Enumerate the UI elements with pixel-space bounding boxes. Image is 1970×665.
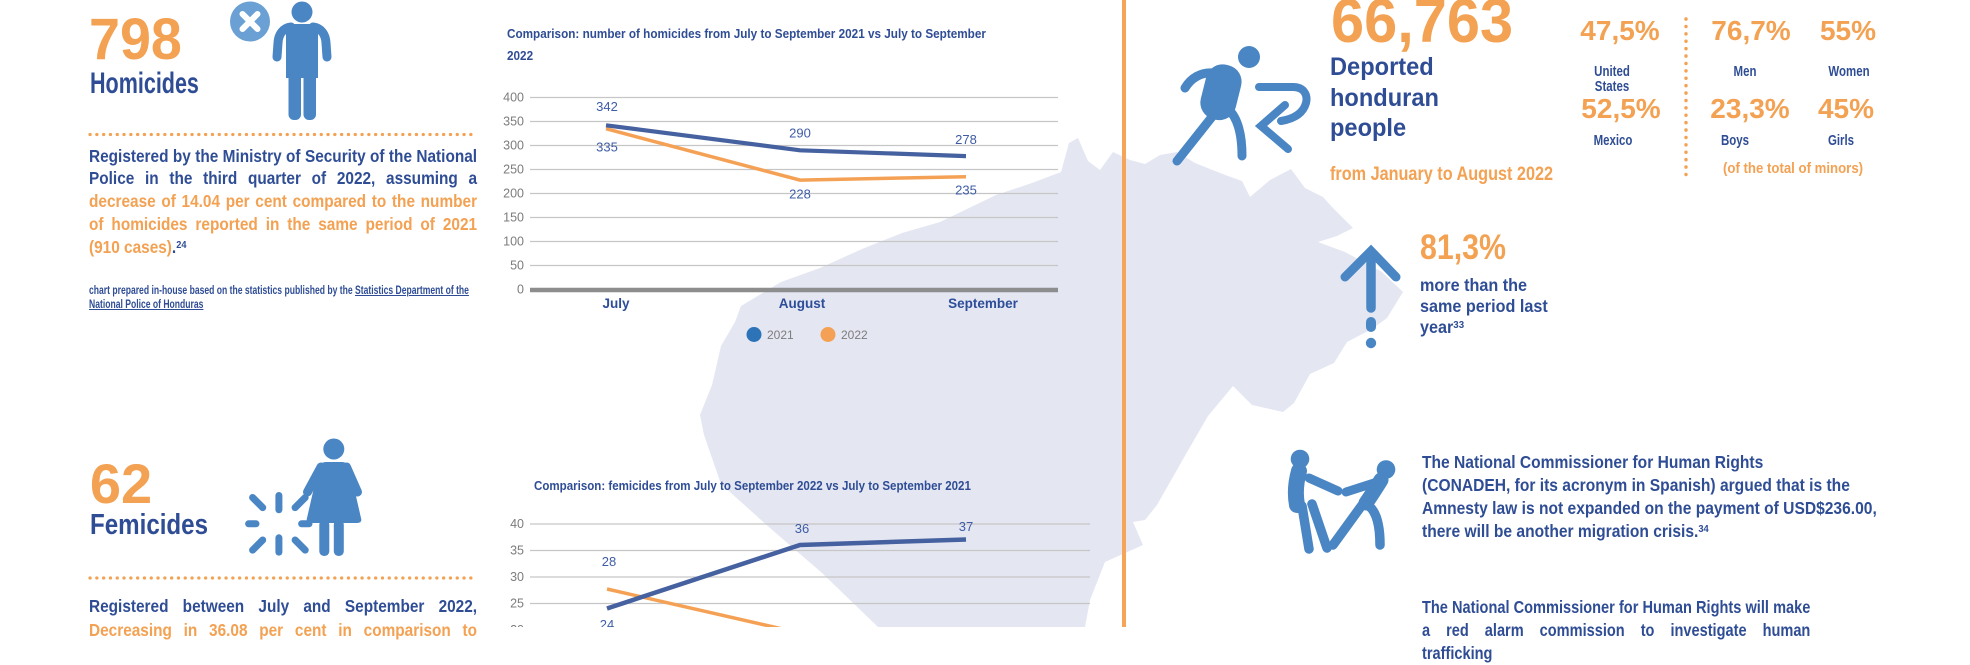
svg-text:335: 335 xyxy=(596,140,618,155)
svg-text:2021: 2021 xyxy=(767,328,794,342)
svg-text:25: 25 xyxy=(510,597,524,611)
svg-text:200: 200 xyxy=(503,187,524,201)
svg-text:235: 235 xyxy=(955,183,977,198)
svg-text:278: 278 xyxy=(955,132,977,147)
svg-text:290: 290 xyxy=(789,126,811,141)
svg-text:228: 228 xyxy=(789,187,811,202)
svg-text:300: 300 xyxy=(503,139,524,153)
svg-text:28: 28 xyxy=(602,554,616,569)
svg-text:40: 40 xyxy=(510,517,524,531)
svg-text:2022: 2022 xyxy=(841,328,868,342)
svg-text:35: 35 xyxy=(510,544,524,558)
svg-text:20: 20 xyxy=(510,623,524,627)
svg-text:50: 50 xyxy=(510,259,524,273)
svg-text:30: 30 xyxy=(510,570,524,584)
svg-text:September: September xyxy=(948,296,1019,311)
svg-text:0: 0 xyxy=(517,283,524,297)
svg-text:250: 250 xyxy=(503,163,524,177)
svg-text:150: 150 xyxy=(503,211,524,225)
svg-text:400: 400 xyxy=(503,91,524,105)
svg-text:100: 100 xyxy=(503,235,524,249)
svg-text:36: 36 xyxy=(795,521,809,536)
svg-text:37: 37 xyxy=(959,519,973,534)
svg-text:August: August xyxy=(779,296,826,311)
svg-text:350: 350 xyxy=(503,115,524,129)
svg-text:24: 24 xyxy=(600,617,614,627)
svg-text:342: 342 xyxy=(596,99,618,114)
svg-text:July: July xyxy=(602,296,630,311)
